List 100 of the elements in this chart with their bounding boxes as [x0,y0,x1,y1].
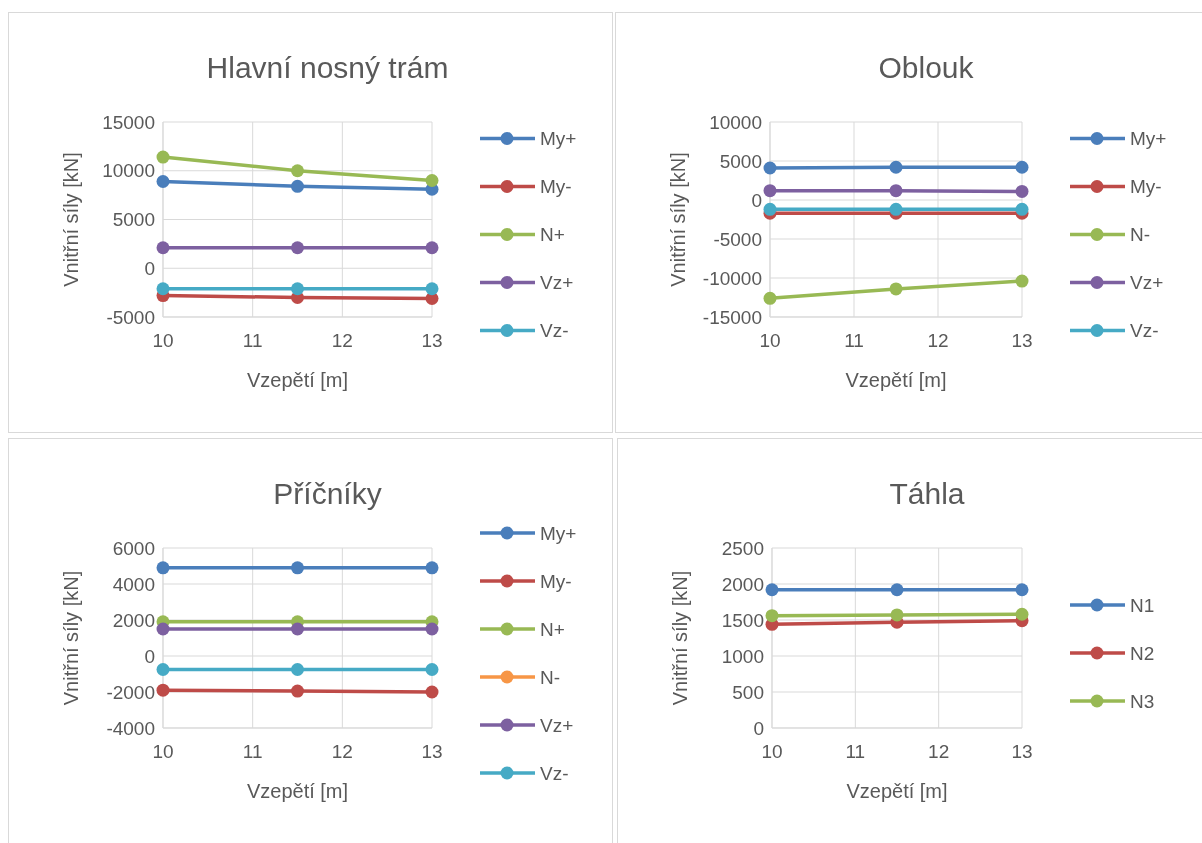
y-tick-label: 10000 [102,160,155,182]
point [1015,202,1029,216]
y-tick-label: -10000 [702,267,762,289]
point [156,683,170,697]
point [1015,274,1029,288]
legend-label: N+ [540,618,565,640]
point [425,282,439,296]
x-tick-label: 10 [152,741,174,762]
y-tick-label: 1500 [721,609,764,631]
x-tick-label: 11 [242,330,263,351]
point [763,291,777,305]
y-tick-label: 5000 [719,150,762,172]
y-tick-label: 2000 [721,573,764,595]
y-tick-label: 2000 [112,609,155,631]
legend-label: Vz- [540,320,569,342]
y-tick-label: 0 [751,189,762,211]
legend-label: Vz+ [1130,272,1164,294]
y-tick-label: 2500 [721,537,764,559]
x-axis-title: Vzepětí [m] [246,780,349,802]
point [291,561,304,575]
x-axis-title: Vzepětí [m] [846,780,948,802]
x-tick-label: 12 [927,330,949,351]
chart-title: Hlavní nosný trám [206,51,449,84]
point [291,241,304,255]
point [156,622,170,636]
legend-label: My- [540,176,572,198]
chart-title: Příčníky [273,477,382,510]
point [156,174,170,188]
x-tick-label: 13 [421,330,443,351]
point [1015,583,1029,597]
y-tick-label: 0 [144,645,155,667]
x-tick-label: 10 [761,741,783,762]
point [291,684,304,698]
y-tick-label: -4000 [106,717,155,739]
legend-label: My+ [1130,128,1167,150]
y-axis-title: Vnitřní síly [kN] [60,152,82,287]
legend-label: N- [1130,224,1151,246]
point [425,241,439,255]
point [763,184,777,198]
point [291,282,304,296]
y-tick-label: 4000 [112,573,155,595]
y-tick-label: 0 [753,717,764,739]
x-tick-label: 12 [928,741,950,762]
legend-label: Vz- [1130,320,1159,342]
point [765,583,779,597]
y-tick-label: 0 [144,257,155,279]
legend-label: N3 [1130,690,1155,712]
y-tick-label: -5000 [106,306,155,328]
legend-label: My+ [540,128,577,150]
x-tick-label: 11 [845,741,866,762]
y-tick-label: 1000 [721,645,764,667]
legend-label: Vz+ [540,272,574,294]
point [156,561,170,575]
point [156,663,170,676]
chart-title: Oblouk [878,51,975,84]
point [425,622,439,636]
x-tick-label: 13 [1011,330,1033,351]
y-tick-label: 5000 [112,209,155,231]
point [889,202,903,216]
y-tick-label: -15000 [702,306,762,328]
point [889,184,903,198]
x-axis-title: Vzepětí [m] [246,369,349,391]
point [763,161,777,175]
point [425,685,439,699]
legend-label: Vz+ [540,714,574,736]
y-axis-title: Vnitřní síly [kN] [669,570,691,706]
y-axis-title: Vnitřní síly [kN] [667,152,689,287]
y-tick-label: 6000 [112,537,155,559]
y-tick-label: -2000 [106,681,155,703]
y-tick-label: 10000 [709,111,762,133]
point [291,622,304,636]
legend-label: My- [1130,176,1162,198]
chart-title: Táhla [889,477,965,510]
point [291,164,304,178]
point [291,663,304,676]
y-tick-label: -5000 [713,228,762,250]
point [425,174,439,187]
legend-label: Vz- [540,762,569,784]
legend-label: N- [540,666,561,688]
x-tick-label: 10 [759,330,781,351]
legend-label: My- [540,570,572,592]
x-axis-title: Vzepětí [m] [845,369,947,391]
x-tick-label: 11 [242,741,263,762]
point [763,202,777,216]
legend-label: My+ [540,522,577,544]
x-tick-label: 12 [331,330,353,351]
x-tick-label: 13 [421,741,443,762]
legend-label: N+ [540,224,565,246]
y-axis-title: Vnitřní síly [kN] [60,570,82,706]
point [1015,607,1029,621]
point [425,561,439,575]
point [1015,184,1029,198]
y-tick-label: 500 [732,681,764,703]
x-tick-label: 11 [844,330,864,351]
point [890,608,904,622]
x-tick-label: 13 [1011,741,1033,762]
x-tick-label: 12 [331,741,353,762]
x-tick-label: 10 [152,330,174,351]
point [291,179,304,193]
point [156,150,170,164]
